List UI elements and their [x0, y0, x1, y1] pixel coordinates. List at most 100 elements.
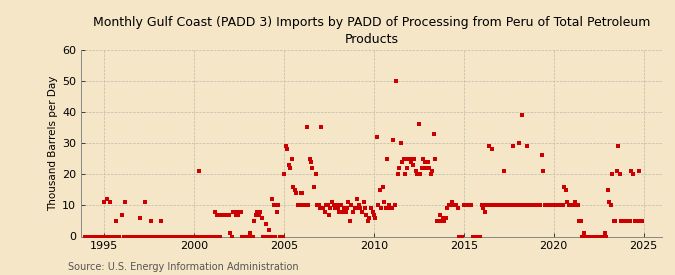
Point: [409, 156, 420, 161]
Point: [204, 234, 215, 239]
Point: [362, 219, 373, 223]
Point: [151, 234, 162, 239]
Point: [342, 206, 352, 211]
Point: [270, 234, 281, 239]
Point: [208, 234, 219, 239]
Point: [464, 203, 475, 208]
Point: [479, 209, 490, 214]
Point: [608, 219, 619, 223]
Point: [502, 203, 513, 208]
Point: [215, 234, 225, 239]
Point: [400, 172, 411, 176]
Point: [581, 234, 592, 239]
Point: [563, 203, 574, 208]
Point: [477, 203, 487, 208]
Point: [435, 213, 446, 217]
Point: [436, 219, 447, 223]
Point: [210, 209, 221, 214]
Point: [298, 203, 309, 208]
Point: [364, 216, 375, 220]
Point: [315, 206, 325, 211]
Point: [430, 156, 441, 161]
Point: [626, 169, 637, 173]
Point: [376, 206, 387, 211]
Point: [244, 231, 255, 236]
Point: [247, 234, 258, 239]
Point: [296, 191, 307, 195]
Point: [572, 203, 583, 208]
Point: [556, 203, 566, 208]
Point: [113, 234, 124, 239]
Point: [356, 209, 367, 214]
Point: [421, 166, 432, 170]
Point: [225, 231, 236, 236]
Point: [279, 172, 290, 176]
Point: [262, 234, 273, 239]
Point: [381, 206, 392, 211]
Point: [118, 234, 129, 239]
Point: [536, 153, 547, 158]
Point: [354, 203, 364, 208]
Point: [524, 203, 535, 208]
Point: [308, 185, 319, 189]
Point: [168, 234, 179, 239]
Point: [429, 131, 439, 136]
Point: [123, 234, 134, 239]
Point: [566, 203, 577, 208]
Point: [238, 234, 249, 239]
Point: [228, 209, 239, 214]
Point: [472, 234, 483, 239]
Point: [377, 185, 388, 189]
Point: [499, 169, 510, 173]
Point: [574, 219, 585, 223]
Point: [423, 160, 433, 164]
Point: [613, 144, 624, 148]
Point: [410, 169, 421, 173]
Point: [83, 234, 94, 239]
Point: [565, 203, 576, 208]
Point: [144, 234, 155, 239]
Point: [419, 160, 430, 164]
Point: [307, 166, 318, 170]
Point: [161, 234, 171, 239]
Point: [156, 219, 167, 223]
Point: [267, 197, 277, 201]
Point: [388, 138, 399, 142]
Point: [288, 185, 298, 189]
Point: [190, 234, 201, 239]
Point: [184, 234, 195, 239]
Point: [408, 163, 418, 167]
Point: [466, 203, 477, 208]
Point: [520, 203, 531, 208]
Point: [541, 203, 551, 208]
Point: [355, 206, 366, 211]
Point: [431, 219, 442, 223]
Point: [258, 234, 269, 239]
Point: [509, 203, 520, 208]
Point: [457, 234, 468, 239]
Point: [147, 234, 158, 239]
Point: [392, 172, 403, 176]
Point: [81, 234, 92, 239]
Point: [439, 219, 450, 223]
Point: [437, 216, 448, 220]
Point: [360, 206, 371, 211]
Point: [232, 213, 243, 217]
Point: [402, 166, 412, 170]
Point: [207, 234, 217, 239]
Point: [216, 213, 227, 217]
Point: [632, 219, 643, 223]
Point: [549, 203, 560, 208]
Point: [189, 234, 200, 239]
Point: [101, 234, 111, 239]
Point: [398, 156, 409, 161]
Point: [517, 113, 528, 117]
Point: [86, 234, 97, 239]
Point: [348, 209, 358, 214]
Point: [281, 147, 292, 152]
Point: [397, 160, 408, 164]
Point: [493, 203, 504, 208]
Point: [635, 219, 646, 223]
Point: [532, 203, 543, 208]
Point: [334, 209, 345, 214]
